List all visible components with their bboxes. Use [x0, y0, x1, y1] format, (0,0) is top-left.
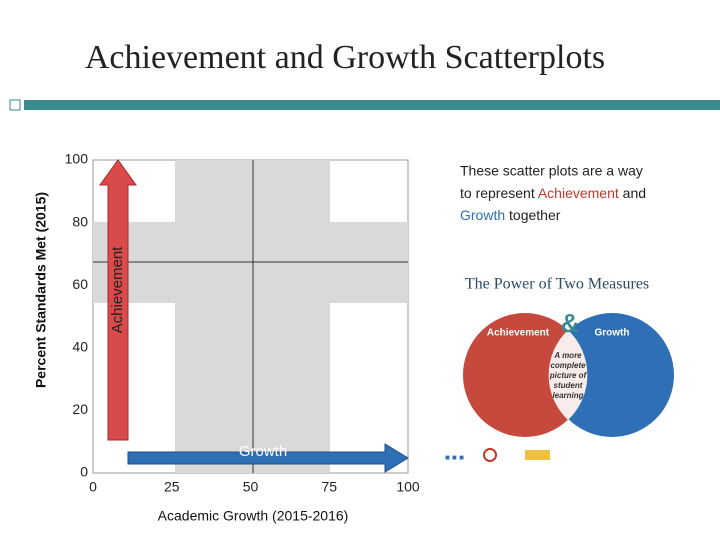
y-tick-label: 100 [65, 151, 89, 167]
x-tick-label: 100 [396, 479, 420, 495]
arrow-label: Achievement [109, 246, 126, 334]
y-tick-label: 60 [72, 276, 88, 292]
x-tick-label: 75 [321, 479, 337, 495]
info-title: The Power of Two Measures [465, 276, 649, 293]
note-emph: Achievement [538, 185, 619, 201]
y-tick-label: 20 [72, 401, 88, 417]
info-center: A more [553, 351, 582, 360]
y-tick-label: 80 [72, 213, 88, 229]
logo [525, 450, 550, 460]
growth-circle [550, 313, 674, 437]
achievement-arrow [99, 159, 137, 441]
info-amp: & [561, 308, 580, 338]
logo: ■ ■ ■ [445, 453, 464, 462]
growth-arrow [127, 443, 409, 473]
note-text: together [505, 207, 561, 223]
note-line: to represent Achievement and [460, 185, 646, 201]
info-center: learning [552, 391, 583, 400]
logo [483, 448, 497, 462]
info-center: picture of [549, 371, 588, 380]
x-tick-label: 50 [243, 479, 259, 495]
info-left: Achievement [487, 328, 550, 339]
x-axis-label: Academic Growth (2015-2016) [158, 508, 349, 524]
note-line: These scatter plots are a way [460, 163, 643, 179]
plot: Achievement Growth [92, 159, 409, 474]
overlap [548, 330, 588, 420]
y-axis-label: Percent Standards Met (2015) [33, 192, 49, 388]
x-tick-label: 0 [89, 479, 97, 495]
info-right: Growth [595, 328, 630, 339]
arrow-label: Growth [239, 443, 287, 460]
deco-bar [24, 100, 720, 110]
note-text: and [619, 185, 646, 201]
slide-title: Achievement and Growth Scatterplots [85, 39, 605, 76]
achievement-circle [463, 313, 587, 437]
info-center: student [554, 381, 583, 390]
info-center: complete [550, 361, 586, 370]
deco-square [9, 99, 21, 111]
note-emph: Growth [460, 207, 505, 223]
x-tick-label: 25 [164, 479, 180, 495]
note-line: Growth together [460, 207, 561, 223]
y-tick-label: 40 [72, 339, 88, 355]
note-text: to represent [460, 185, 538, 201]
y-tick-label: 0 [80, 464, 88, 480]
infographic: The Power of Two Measures Achievement & … [445, 276, 674, 462]
